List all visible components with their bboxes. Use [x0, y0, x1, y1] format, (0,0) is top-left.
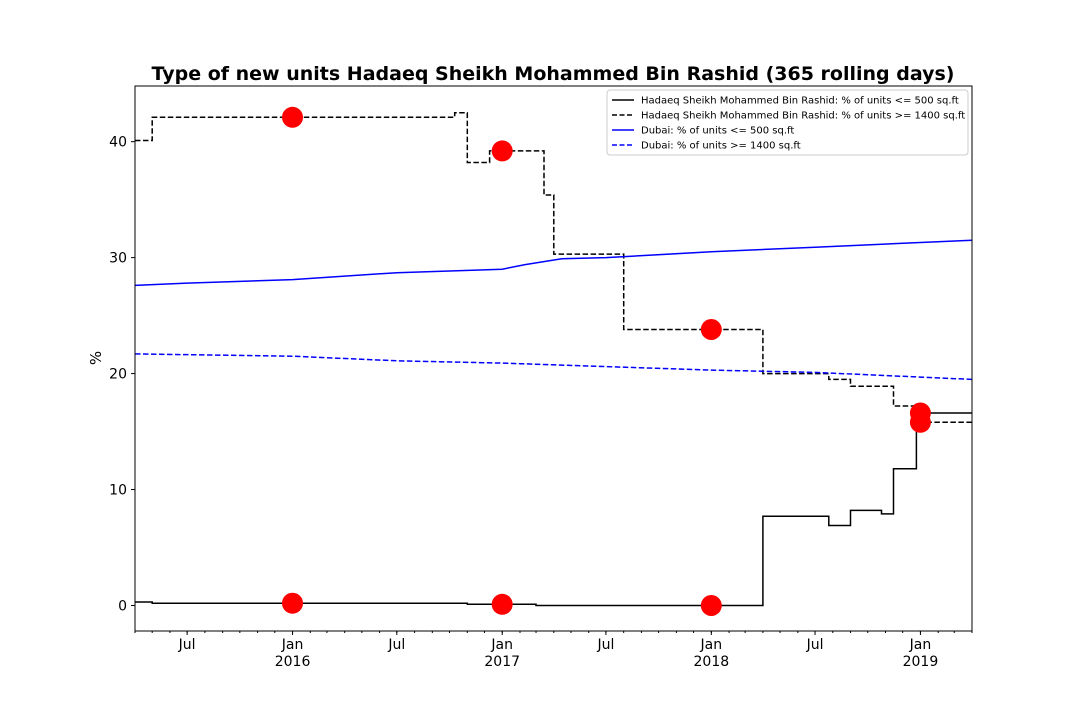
legend: Hadaeq Sheikh Mohammed Bin Rashid: % of …: [606, 89, 969, 156]
plot-frame: [134, 85, 973, 632]
plot-area: [134, 106, 973, 616]
legend-entry-dubai-of-units-1400-sq-ft: Dubai: % of units >= 1400 sq.ft: [641, 141, 801, 152]
x-tick-year-label: 2018: [694, 654, 730, 670]
marker-point: [909, 411, 931, 433]
chart-title: Type of new units Hadaeq Sheikh Mohammed…: [152, 63, 955, 85]
series-line-1: [135, 412, 972, 607]
x-tick-label: Jul: [387, 637, 405, 653]
y-tick-label: 10: [109, 483, 127, 499]
marker-point: [282, 106, 303, 128]
y-tick-label: 0: [118, 598, 127, 614]
x-tick-year-label: 2019: [903, 654, 939, 670]
x-tick-label: Jan: [700, 637, 723, 653]
series-line-4: [134, 353, 973, 381]
x-tick-label: Jan: [281, 637, 304, 653]
x-tick-label: Jul: [806, 637, 824, 653]
y-tick-label: 30: [109, 251, 127, 267]
x-tick-year-label: 2016: [275, 654, 311, 670]
y-tick-label: 40: [109, 135, 127, 151]
series-line-2: [135, 111, 972, 424]
marker-point: [282, 592, 303, 614]
legend-entry-hadaeq-sheikh-mohammed-bin-rashid-of-units-1400-sq-ft: Hadaeq Sheikh Mohammed Bin Rashid: % of …: [641, 111, 965, 122]
x-tick-year-label: 2017: [484, 654, 520, 670]
y-tick-label: 20: [109, 367, 127, 383]
x-tick-label: Jul: [178, 637, 196, 653]
marker-point: [700, 595, 722, 616]
legend-entry-dubai-of-units-500-sq-ft: Dubai: % of units <= 500 sq.ft: [641, 126, 794, 137]
x-tick-label: Jul: [596, 637, 614, 653]
marker-point: [700, 319, 722, 340]
marker-point: [491, 140, 513, 162]
marker-point: [491, 593, 513, 615]
series-line-3: [134, 239, 973, 287]
legend-box: [606, 89, 969, 156]
x-tick-label: Jan: [490, 637, 513, 653]
legend-entry-hadaeq-sheikh-mohammed-bin-rashid-of-units-500-sq-ft: Hadaeq Sheikh Mohammed Bin Rashid: % of …: [641, 96, 959, 107]
y-axis-label: %: [87, 351, 105, 365]
x-tick-label: Jan: [909, 637, 932, 653]
